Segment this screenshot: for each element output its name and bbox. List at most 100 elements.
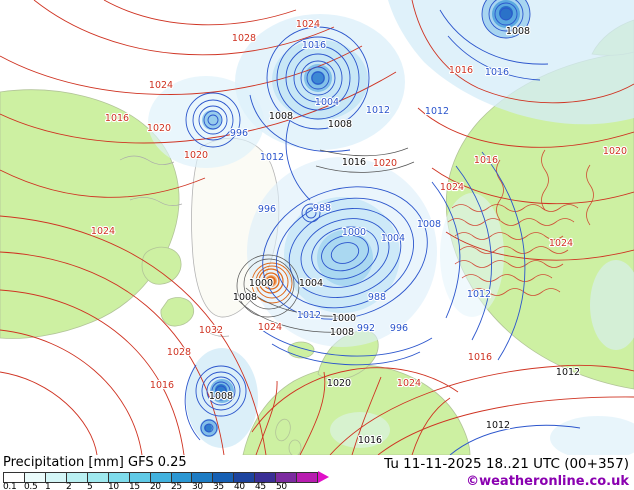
pressure-label: 1008 xyxy=(209,391,233,402)
contour-blue xyxy=(184,364,201,441)
scale-ticks: 0.1 0.5 1 2 5 10 15 20 25 30 35 40 45 50 xyxy=(3,482,318,490)
pressure-label: 1008 xyxy=(417,219,441,230)
contour-blue xyxy=(201,371,241,411)
contour-blue xyxy=(195,365,247,417)
scale-cell xyxy=(171,472,193,482)
land-polygon xyxy=(160,297,195,327)
contour-blue xyxy=(215,385,227,397)
contour-blue xyxy=(481,0,531,39)
pressure-label: 1016 xyxy=(468,352,492,363)
contour-blue xyxy=(271,343,421,366)
scale-cell xyxy=(87,472,109,482)
scale-tick-label: 30 xyxy=(192,482,203,490)
contour-blue xyxy=(185,92,241,148)
contour-orange xyxy=(258,268,284,294)
scale-tick-label: 40 xyxy=(234,482,245,490)
isobar-red xyxy=(0,251,225,455)
scale-cell xyxy=(192,472,214,482)
contour-blue xyxy=(288,208,402,298)
pressure-label: 1012 xyxy=(260,152,284,163)
pressure-label: 1004 xyxy=(315,97,339,108)
contour-orange-cluster xyxy=(251,262,293,304)
contour-blue xyxy=(211,381,231,401)
pressure-label: 988 xyxy=(368,292,386,303)
contour-blue xyxy=(203,110,223,130)
pressure-label: 996 xyxy=(390,323,408,334)
contour-black xyxy=(236,254,300,318)
precip-field xyxy=(440,193,504,317)
land-polygon xyxy=(275,418,291,442)
pressure-label: 1012 xyxy=(467,289,491,300)
pressure-label: 1016 xyxy=(474,155,498,166)
contour-blue xyxy=(198,105,228,135)
contour-orange xyxy=(262,272,280,290)
contour-orange xyxy=(266,276,276,286)
contour-blue xyxy=(300,60,336,96)
scale-tick-label: 35 xyxy=(213,482,224,490)
isobar-red xyxy=(299,371,326,455)
pressure-label: 1016 xyxy=(302,40,326,51)
scale-tick-label: 0.5 xyxy=(24,482,38,490)
scale-tick-label: 20 xyxy=(150,482,161,490)
scale-bar xyxy=(3,471,318,483)
pressure-label: 1016 xyxy=(105,113,129,124)
coastline xyxy=(129,197,183,206)
contour-blue xyxy=(499,7,513,21)
scale-tick-label: 25 xyxy=(171,482,182,490)
scale-tick-label: 15 xyxy=(129,482,140,490)
pressure-label: 1008 xyxy=(328,119,352,130)
isobar-red xyxy=(0,371,98,455)
contour-blue xyxy=(200,419,218,437)
isobar-red xyxy=(586,164,594,226)
isobar-red xyxy=(351,376,382,455)
isobar-red xyxy=(417,107,634,148)
isobar-red xyxy=(0,289,185,455)
precip-color-scale xyxy=(3,471,329,483)
credit-link[interactable]: ©weatheronline.co.uk xyxy=(466,474,629,489)
pressure-label: 1004 xyxy=(299,278,323,289)
pressure-label: 1004 xyxy=(381,233,405,244)
pressure-label: 1024 xyxy=(91,226,115,237)
scale-cell xyxy=(276,472,298,482)
labels-layer: 1024 1028 1024 1016 1020 1020 1032 1028 … xyxy=(90,18,628,447)
isobar-red xyxy=(496,159,504,221)
pressure-label: 992 xyxy=(357,323,375,334)
contour-blue xyxy=(439,9,549,65)
contour-blue xyxy=(204,423,214,433)
scale-cell xyxy=(108,472,130,482)
isobar-red xyxy=(445,231,634,261)
coastline xyxy=(119,155,175,165)
land-polygon xyxy=(0,89,180,339)
precip-field xyxy=(317,230,373,286)
precip-field xyxy=(550,416,634,455)
scale-tick-label: 2 xyxy=(66,482,72,490)
contour-blue xyxy=(455,165,492,341)
precip-core xyxy=(311,71,325,85)
contour-black xyxy=(319,147,409,157)
contour-blue-layer xyxy=(184,0,581,455)
scale-cell xyxy=(4,472,25,482)
scale-cell xyxy=(234,472,256,482)
contour-black xyxy=(315,161,415,173)
pressure-label: 1016 xyxy=(485,67,509,78)
scale-cell xyxy=(150,472,172,482)
pressure-label: 1000 xyxy=(342,227,366,238)
isobar-red xyxy=(459,246,569,254)
pressure-label: 1024 xyxy=(397,378,421,389)
contour-blue xyxy=(261,329,433,357)
pressure-label: 1012 xyxy=(556,367,580,378)
precip-layer xyxy=(148,0,634,455)
contour-blue xyxy=(305,207,317,219)
scale-tick-label: 50 xyxy=(276,482,287,490)
contour-blue xyxy=(300,218,390,288)
contour-orange xyxy=(251,262,293,304)
land-polygon xyxy=(288,439,302,455)
contour-blue xyxy=(311,226,379,280)
contour-blue xyxy=(488,0,524,32)
contour-black xyxy=(245,287,345,317)
pressure-label: 1024 xyxy=(440,182,464,193)
coastline-layer xyxy=(119,155,230,337)
pressure-label: 996 xyxy=(230,128,248,139)
pressure-label: 1016 xyxy=(342,157,366,168)
